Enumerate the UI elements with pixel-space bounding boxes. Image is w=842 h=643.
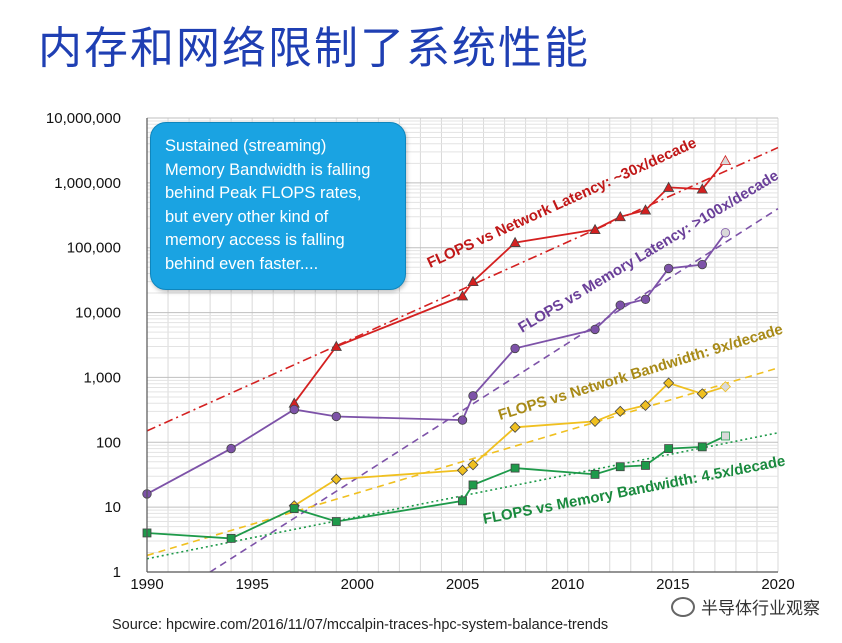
data-point-network-latency <box>467 275 479 287</box>
data-point-network-bandwidth <box>663 377 675 389</box>
data-point-network-bandwidth <box>639 399 652 411</box>
slide-title: 内存和网络限制了系统性能 <box>38 23 590 74</box>
data-point-network-latency <box>719 154 732 166</box>
data-point-network-bandwidth <box>467 459 479 471</box>
data-point-memory-bandwidth <box>289 504 299 513</box>
data-point-memory-latency <box>640 294 651 305</box>
y-tick-label: 100,000 <box>67 240 121 257</box>
x-tick-label: 2015 <box>656 576 689 593</box>
data-point-network-latency <box>696 183 708 194</box>
axes <box>146 118 778 573</box>
data-point-memory-bandwidth <box>664 444 674 453</box>
trend-line-memory-bandwidth <box>146 432 779 560</box>
data-point-network-latency <box>589 223 601 235</box>
series-markers <box>142 154 732 543</box>
data-point-memory-latency <box>226 443 236 454</box>
x-tick-label: 2005 <box>446 576 479 593</box>
data-point-memory-bandwidth <box>641 461 650 470</box>
data-point-network-latency <box>509 236 521 247</box>
data-point-memory-bandwidth <box>721 431 730 441</box>
data-point-network-bandwidth <box>589 415 601 427</box>
data-point-memory-bandwidth <box>615 462 625 472</box>
watermark: 半导体行业观察 <box>671 594 820 619</box>
callout-box: Sustained (streaming) Memory Bandwidth i… <box>150 122 406 290</box>
data-point-memory-latency <box>590 324 600 335</box>
x-tick-label: 2020 <box>761 576 794 593</box>
data-point-memory-latency <box>510 343 520 354</box>
data-point-memory-latency <box>720 228 731 238</box>
data-point-memory-latency <box>615 300 625 310</box>
x-tick-label: 1990 <box>130 576 163 593</box>
data-point-memory-latency <box>468 391 478 401</box>
data-point-memory-latency <box>457 415 468 425</box>
data-point-network-bandwidth <box>330 473 342 485</box>
data-point-memory-bandwidth <box>331 517 341 526</box>
trend-line-network-latency <box>146 146 779 432</box>
data-point-network-latency <box>330 340 342 351</box>
data-point-network-bandwidth <box>696 388 708 400</box>
data-point-network-latency <box>639 204 652 215</box>
source-note: Source: hpcwire.com/2016/11/07/mccalpin-… <box>112 617 609 633</box>
data-point-memory-latency <box>289 404 299 415</box>
data-point-network-bandwidth <box>509 421 521 433</box>
data-point-network-latency <box>456 290 469 301</box>
y-tick-label: 100 <box>96 434 121 451</box>
data-point-memory-bandwidth <box>458 496 467 506</box>
y-tick-label: 1,000,000 <box>54 175 121 192</box>
data-point-memory-bandwidth <box>226 533 236 543</box>
data-point-memory-latency <box>663 263 674 274</box>
wechat-icon <box>671 596 695 617</box>
y-tick-label: 10,000,000 <box>46 110 121 127</box>
data-point-memory-bandwidth <box>697 442 707 452</box>
data-point-memory-bandwidth <box>468 480 478 490</box>
data-point-memory-bandwidth <box>590 469 600 479</box>
data-point-memory-latency <box>697 259 707 270</box>
x-tick-label: 2000 <box>341 576 374 593</box>
y-tick-label: 1 <box>113 564 121 581</box>
data-point-memory-latency <box>331 411 342 422</box>
data-point-network-bandwidth <box>614 405 626 417</box>
trend-line-network-bandwidth <box>146 367 779 557</box>
x-tick-label: 1995 <box>235 576 268 593</box>
data-point-network-bandwidth <box>719 381 731 393</box>
y-tick-label: 1,000 <box>83 369 121 386</box>
data-point-network-bandwidth <box>456 464 469 476</box>
watermark-text: 半导体行业观察 <box>701 599 820 619</box>
trend-label-network-bandwidth: FLOPS vs Network Bandwidth: 9x/decade <box>496 321 785 424</box>
trend-label-memory-bandwidth: FLOPS vs Memory Bandwidth: 4.5x/decade <box>482 453 787 528</box>
data-point-network-latency <box>662 181 675 192</box>
data-point-network-latency <box>614 210 626 222</box>
tick-labels: 1990 1995 2000 2005 2010 2015 2020 1 10 100 1,000 1… <box>46 110 795 593</box>
x-tick-label: 2010 <box>551 576 584 593</box>
data-point-memory-bandwidth <box>510 463 520 473</box>
y-tick-label: 10 <box>104 499 121 516</box>
y-tick-label: 10,000 <box>75 305 121 322</box>
